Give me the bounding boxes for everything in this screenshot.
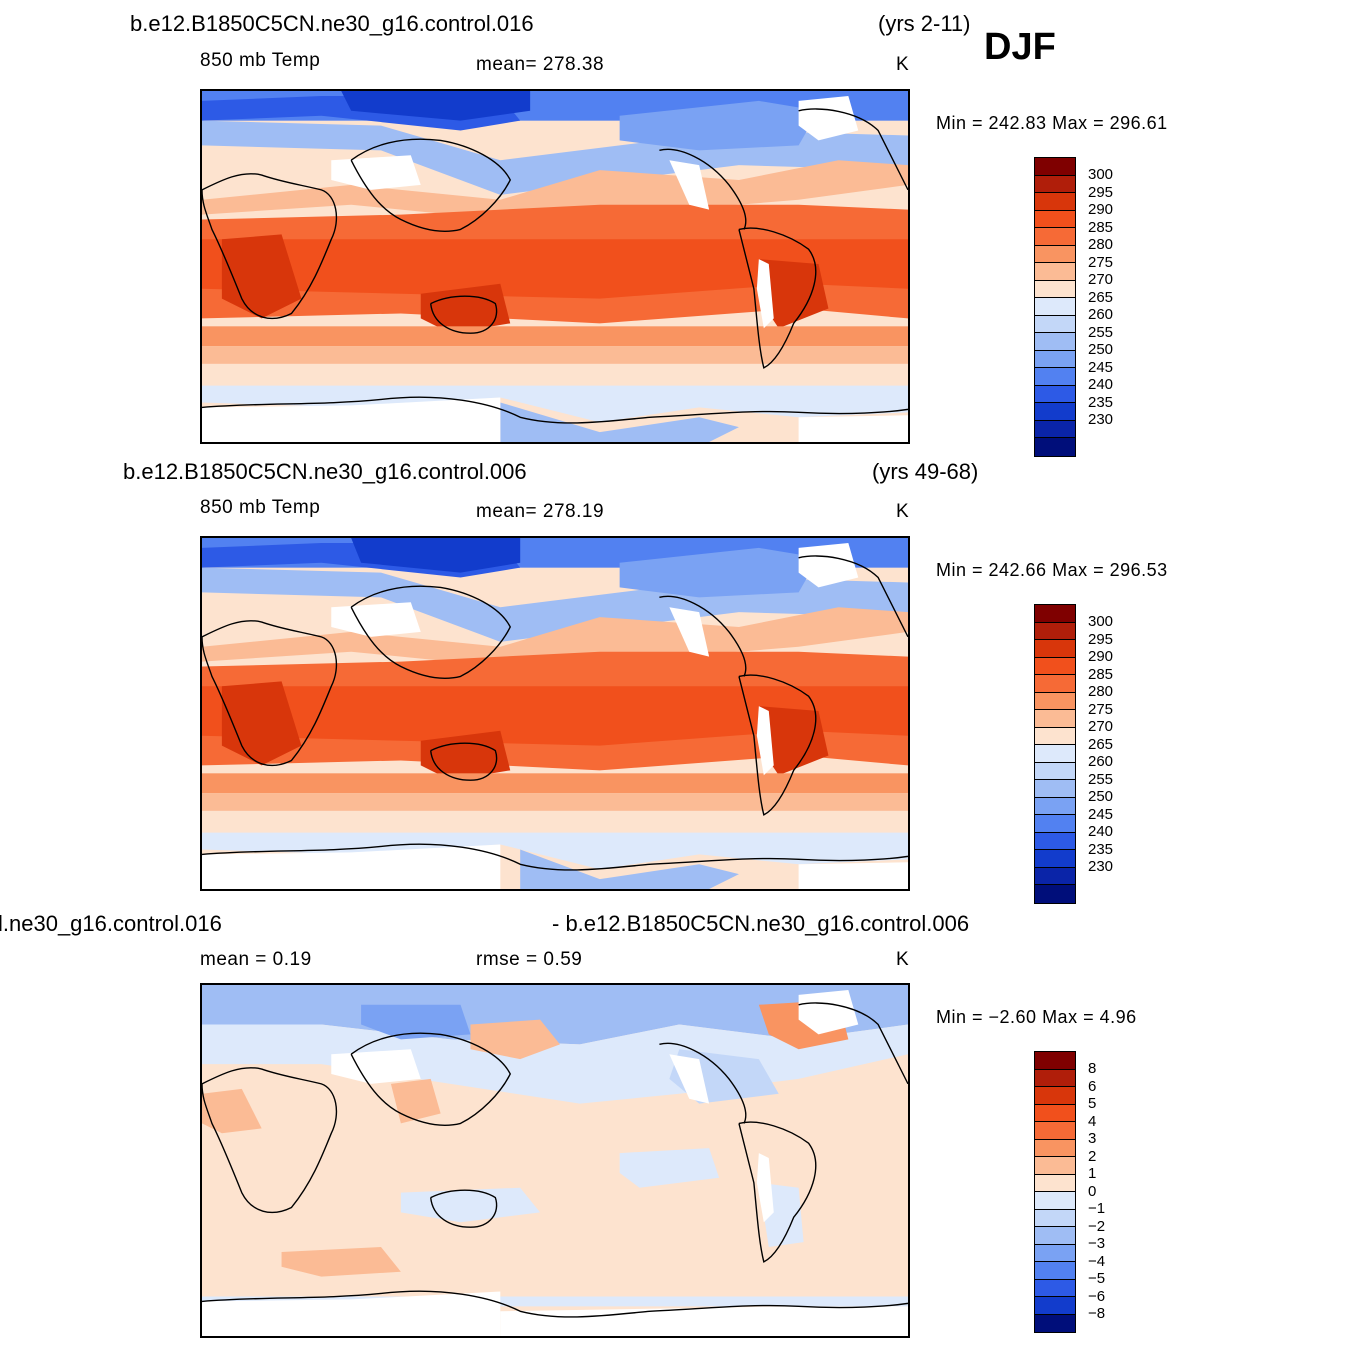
panel2-colorbar-label: 250 xyxy=(1088,788,1114,805)
panel3-colorbar-label: −4 xyxy=(1088,1253,1106,1270)
panel2-variable: 850 mb Temp xyxy=(200,497,321,518)
panel3-units: K xyxy=(896,949,910,970)
panel1-colorbar-label: 235 xyxy=(1088,394,1114,411)
panel2-case-title: b.e12.B1850C5CN.ne30_g16.control.006 xyxy=(123,459,527,484)
panel1-colorbar-label: 270 xyxy=(1088,271,1114,288)
panel3-colorbar-label: 1 xyxy=(1088,1165,1097,1182)
panel2-colorbar-label: 260 xyxy=(1088,753,1114,770)
panel2-colorbar xyxy=(1034,604,1076,904)
panel1-colorbar-label: 255 xyxy=(1088,324,1114,341)
panel3-colorbar-label: −1 xyxy=(1088,1200,1106,1217)
panel3-colorbar xyxy=(1034,1051,1076,1333)
panel2-units: K xyxy=(896,501,910,522)
panel1-colorbar-label: 290 xyxy=(1088,201,1114,218)
panel1-colorbar-label: 285 xyxy=(1088,219,1114,236)
panel3-colorbar-label: −3 xyxy=(1088,1235,1106,1252)
panel2-colorbar-label: 255 xyxy=(1088,771,1114,788)
panel3-difference-field xyxy=(202,985,908,1336)
panel3-colorbar-label: 6 xyxy=(1088,1078,1097,1095)
panel3-colorbar-label: 8 xyxy=(1088,1060,1097,1077)
panel1-colorbar xyxy=(1034,157,1076,457)
panel3-colorbar-label: −5 xyxy=(1088,1270,1106,1287)
panel1-years: (yrs 2-11) xyxy=(878,11,971,36)
panel2-colorbar-label: 300 xyxy=(1088,613,1114,630)
panel1-mean: mean= 278.38 xyxy=(476,54,605,75)
panel3-colorbar-label: 0 xyxy=(1088,1183,1097,1200)
panel3-colorbar-label: −8 xyxy=(1088,1305,1106,1322)
panel1-case-title: b.e12.B1850C5CN.ne30_g16.control.016 xyxy=(130,11,534,36)
panel1-variable: 850 mb Temp xyxy=(200,50,321,71)
panel1-colorbar-label: 240 xyxy=(1088,376,1114,393)
panel2-colorbar-label: 270 xyxy=(1088,718,1114,735)
panel1-colorbar-label: 265 xyxy=(1088,289,1114,306)
panel1-colorbar-label: 250 xyxy=(1088,341,1114,358)
panel1-colorbar-label: 230 xyxy=(1088,411,1114,428)
panel2-colorbar-label: 240 xyxy=(1088,823,1114,840)
panel2-map xyxy=(200,536,910,891)
panel2-mean: mean= 278.19 xyxy=(476,501,605,522)
season-label: DJF xyxy=(984,26,1056,68)
panel3-colorbar-label: 2 xyxy=(1088,1148,1097,1165)
panel1-units: K xyxy=(896,54,910,75)
panel1-colorbar-label: 260 xyxy=(1088,306,1114,323)
panel3-rmse: rmse = 0.59 xyxy=(476,949,583,970)
panel2-colorbar-label: 280 xyxy=(1088,683,1114,700)
panel2-temperature-field xyxy=(202,538,908,889)
panel3-map xyxy=(200,983,910,1338)
panel1-temperature-field xyxy=(202,91,908,442)
panel2-colorbar-label: 235 xyxy=(1088,841,1114,858)
panel2-years: (yrs 49-68) xyxy=(872,459,979,484)
panel2-colorbar-label: 230 xyxy=(1088,858,1114,875)
panel3-colorbar-label: −2 xyxy=(1088,1218,1106,1235)
panel3-mean: mean = 0.19 xyxy=(200,949,312,970)
panel3-colorbar-label: −6 xyxy=(1088,1288,1106,1305)
panel1-colorbar-label: 280 xyxy=(1088,236,1114,253)
panel1-colorbar-label: 275 xyxy=(1088,254,1114,271)
panel2-colorbar-label: 245 xyxy=(1088,806,1114,823)
panel3-case-title: l.ne30_g16.control.016 xyxy=(0,911,222,936)
panel2-colorbar-label: 275 xyxy=(1088,701,1114,718)
panel3-colorbar-label: 5 xyxy=(1088,1095,1097,1112)
panel3-colorbar-label: 3 xyxy=(1088,1130,1097,1147)
panel2-colorbar-label: 265 xyxy=(1088,736,1114,753)
panel2-colorbar-label: 295 xyxy=(1088,631,1114,648)
panel1-colorbar-label: 245 xyxy=(1088,359,1114,376)
panel3-colorbar-label: 4 xyxy=(1088,1113,1097,1130)
panel2-colorbar-label: 290 xyxy=(1088,648,1114,665)
panel1-colorbar-label: 300 xyxy=(1088,166,1114,183)
panel3-min-max: Min = −2.60 Max = 4.96 xyxy=(936,1007,1137,1027)
panel1-map xyxy=(200,89,910,444)
panel2-min-max: Min = 242.66 Max = 296.53 xyxy=(936,560,1168,580)
panel1-min-max: Min = 242.83 Max = 296.61 xyxy=(936,113,1168,133)
panel2-colorbar-label: 285 xyxy=(1088,666,1114,683)
panel3-subtracted-case: - b.e12.B1850C5CN.ne30_g16.control.006 xyxy=(552,911,970,936)
panel1-colorbar-label: 295 xyxy=(1088,184,1114,201)
